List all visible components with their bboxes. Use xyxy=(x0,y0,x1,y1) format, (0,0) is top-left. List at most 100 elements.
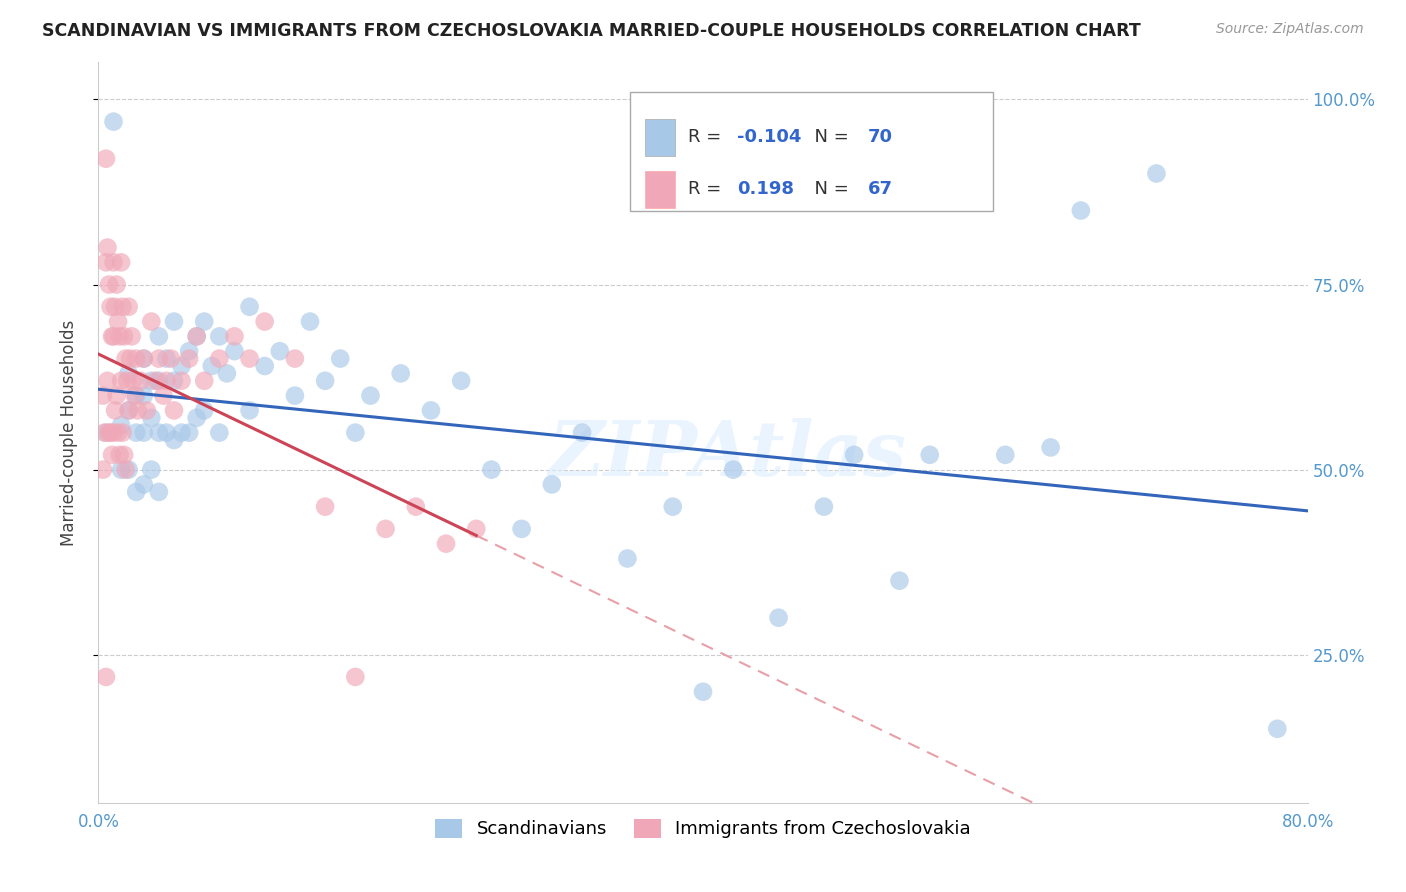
Point xyxy=(98,425,121,440)
Point xyxy=(105,277,128,292)
Point xyxy=(91,462,114,476)
Point xyxy=(104,403,127,417)
Point xyxy=(450,374,472,388)
Point xyxy=(155,374,177,388)
Point xyxy=(186,329,208,343)
Point xyxy=(132,477,155,491)
Point xyxy=(208,425,231,440)
Point xyxy=(118,462,141,476)
Point xyxy=(224,329,246,343)
Point xyxy=(96,374,118,388)
Point xyxy=(148,484,170,499)
Text: SCANDINAVIAN VS IMMIGRANTS FROM CZECHOSLOVAKIA MARRIED-COUPLE HOUSEHOLDS CORRELA: SCANDINAVIAN VS IMMIGRANTS FROM CZECHOSL… xyxy=(42,22,1140,40)
Point xyxy=(201,359,224,373)
Point xyxy=(224,344,246,359)
Point xyxy=(616,551,638,566)
Point xyxy=(314,374,336,388)
Text: R =: R = xyxy=(689,180,734,198)
Point xyxy=(1267,722,1289,736)
Point xyxy=(118,367,141,381)
Point xyxy=(118,300,141,314)
Text: Source: ZipAtlas.com: Source: ZipAtlas.com xyxy=(1216,22,1364,37)
Point xyxy=(152,389,174,403)
Point xyxy=(481,462,503,476)
Point xyxy=(145,374,167,388)
Point xyxy=(208,329,231,343)
Point xyxy=(163,314,186,328)
Point xyxy=(186,410,208,425)
Point xyxy=(112,329,135,343)
Point xyxy=(125,484,148,499)
Point xyxy=(96,240,118,254)
Point xyxy=(186,329,208,343)
Point xyxy=(110,255,132,269)
Point xyxy=(918,448,941,462)
Y-axis label: Married-couple Households: Married-couple Households xyxy=(59,319,77,546)
Point xyxy=(141,314,163,328)
Point xyxy=(389,367,412,381)
Point xyxy=(114,351,136,366)
Point xyxy=(105,389,128,403)
Point xyxy=(692,685,714,699)
Point xyxy=(1144,166,1167,180)
Point xyxy=(1039,441,1062,455)
Point xyxy=(329,351,352,366)
Point xyxy=(889,574,911,588)
Point xyxy=(299,314,322,328)
Point xyxy=(132,351,155,366)
Point xyxy=(91,389,114,403)
Point xyxy=(374,522,396,536)
Point xyxy=(112,448,135,462)
Point xyxy=(163,433,186,447)
Point xyxy=(170,425,193,440)
Point xyxy=(148,329,170,343)
Point xyxy=(844,448,866,462)
Text: N =: N = xyxy=(803,128,855,146)
FancyBboxPatch shape xyxy=(645,119,675,155)
Point xyxy=(420,403,443,417)
Point xyxy=(155,351,177,366)
Point xyxy=(132,351,155,366)
Text: 70: 70 xyxy=(868,128,893,146)
Point xyxy=(110,374,132,388)
Point xyxy=(314,500,336,514)
Point xyxy=(253,314,276,328)
Point xyxy=(723,462,745,476)
Point xyxy=(179,425,201,440)
Text: R =: R = xyxy=(689,128,727,146)
Text: 0.198: 0.198 xyxy=(737,180,794,198)
Point xyxy=(239,403,262,417)
Point xyxy=(93,425,115,440)
Legend: Scandinavians, Immigrants from Czechoslovakia: Scandinavians, Immigrants from Czechoslo… xyxy=(427,812,979,846)
Point xyxy=(141,374,163,388)
Point xyxy=(103,329,125,343)
Point xyxy=(813,500,835,514)
Point xyxy=(110,418,132,433)
Point xyxy=(129,374,152,388)
Point xyxy=(107,425,129,440)
Point xyxy=(269,344,291,359)
Point xyxy=(141,462,163,476)
Point xyxy=(148,351,170,366)
FancyBboxPatch shape xyxy=(645,170,675,208)
Point xyxy=(193,403,215,417)
Point xyxy=(148,425,170,440)
FancyBboxPatch shape xyxy=(630,92,993,211)
Point xyxy=(434,536,457,550)
Point xyxy=(344,425,367,440)
Point xyxy=(115,374,138,388)
Point xyxy=(135,403,157,417)
Point xyxy=(148,374,170,388)
Point xyxy=(94,670,117,684)
Point xyxy=(193,314,215,328)
Point xyxy=(253,359,276,373)
Point xyxy=(163,403,186,417)
Point xyxy=(111,425,134,440)
Point xyxy=(132,425,155,440)
Text: ZIPAtlas: ZIPAtlas xyxy=(548,417,907,491)
Point xyxy=(111,300,134,314)
Point xyxy=(170,359,193,373)
Point xyxy=(121,329,143,343)
Point xyxy=(110,462,132,476)
Point xyxy=(118,403,141,417)
